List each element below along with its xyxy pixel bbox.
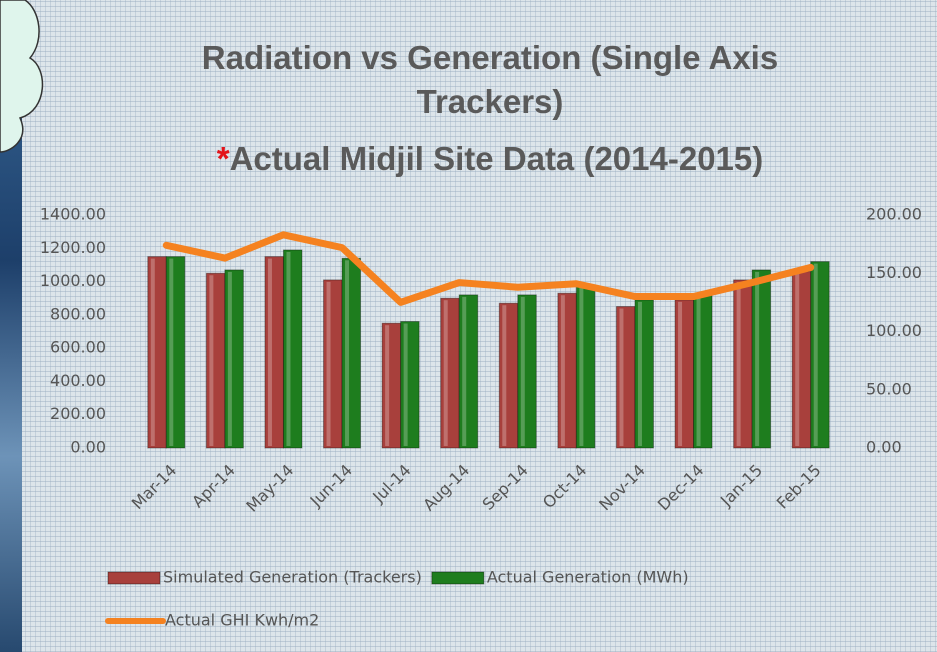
x-tick-label: Aug-14 bbox=[419, 461, 473, 515]
legend-label: Actual Generation (MWh) bbox=[487, 568, 689, 587]
bar bbox=[147, 256, 167, 449]
legend-label: Simulated Generation (Trackers) bbox=[163, 568, 422, 587]
bar-highlight bbox=[443, 300, 448, 446]
y-tick-label: 1000.00 bbox=[40, 271, 106, 290]
bar-highlight bbox=[813, 263, 818, 446]
bar bbox=[400, 321, 420, 449]
bar-highlight bbox=[286, 251, 291, 446]
chart-title: Radiation vs Generation (Single Axis Tra… bbox=[201, 39, 779, 120]
bar-highlight bbox=[462, 296, 467, 446]
legend-swatch bbox=[431, 571, 485, 585]
bar-highlight bbox=[696, 296, 701, 446]
y2-tick-label: 200.00 bbox=[866, 205, 922, 224]
y2-tick-label: 150.00 bbox=[866, 263, 922, 282]
bar-highlight bbox=[637, 301, 642, 446]
bar-highlight bbox=[520, 296, 525, 446]
bar bbox=[458, 294, 479, 449]
plot-area: 0.00 200.00 400.00 600.00 800.00 1000.00 1200.… bbox=[40, 205, 922, 630]
legend-swatch bbox=[107, 571, 161, 585]
x-tick-label: Sep-14 bbox=[479, 461, 532, 514]
bar bbox=[517, 294, 537, 449]
legend-label: Actual GHI Kwh/m2 bbox=[165, 611, 319, 630]
bar bbox=[440, 297, 460, 449]
bar bbox=[575, 284, 596, 449]
bar-highlight bbox=[755, 271, 760, 446]
y-tick-label: 800.00 bbox=[50, 304, 106, 323]
bar bbox=[557, 292, 577, 449]
bar bbox=[810, 261, 830, 449]
y-tick-label: 600.00 bbox=[50, 338, 106, 357]
bar bbox=[615, 306, 636, 449]
x-tick-label: Apr-14 bbox=[188, 461, 239, 512]
bar-highlight bbox=[560, 295, 565, 446]
bar bbox=[264, 256, 284, 449]
bar bbox=[674, 299, 695, 449]
bar-highlight bbox=[345, 260, 350, 446]
background-strip bbox=[0, 0, 22, 652]
bar bbox=[791, 271, 812, 449]
bar-highlight bbox=[326, 281, 331, 446]
y-tick-label: 1200.00 bbox=[40, 238, 106, 257]
bar bbox=[693, 294, 713, 449]
bar bbox=[751, 269, 772, 449]
bar-highlight bbox=[267, 258, 272, 446]
chart-subtitle: *Actual Midjil Site Data (2014-2015) bbox=[100, 140, 880, 178]
x-tick-label: May-14 bbox=[242, 461, 297, 516]
bar-highlight bbox=[403, 323, 408, 446]
x-tick-label: Jul-14 bbox=[368, 461, 414, 507]
bar-highlight bbox=[227, 271, 232, 446]
line-series bbox=[162, 231, 815, 306]
subtitle-marker: * bbox=[216, 140, 230, 177]
bar-highlight bbox=[678, 301, 683, 446]
bar bbox=[282, 249, 303, 449]
bar-highlight bbox=[795, 273, 800, 446]
bar-highlight bbox=[619, 308, 624, 446]
y2-tick-label: 0.00 bbox=[866, 438, 902, 457]
bar-highlight bbox=[169, 258, 174, 446]
subtitle-text: Actual Midjil Site Data (2014-2015) bbox=[229, 140, 764, 177]
x-tick-label: Dec-14 bbox=[654, 461, 708, 515]
bar-highlight bbox=[579, 286, 584, 446]
cloud-shape bbox=[0, 0, 44, 153]
y2-tick-label: 50.00 bbox=[866, 379, 912, 398]
bar bbox=[341, 257, 362, 449]
x-tick-label: Mar-14 bbox=[128, 461, 181, 514]
y-tick-label: 200.00 bbox=[50, 404, 106, 423]
x-tick-label: Nov-14 bbox=[595, 461, 649, 515]
bar bbox=[634, 299, 654, 449]
bar bbox=[498, 302, 519, 449]
bar bbox=[165, 256, 186, 449]
x-tick-label: Feb-15 bbox=[773, 461, 825, 513]
bar-highlight bbox=[209, 275, 214, 446]
bar bbox=[323, 279, 343, 449]
bar bbox=[381, 322, 402, 449]
bar-highlight bbox=[502, 305, 507, 446]
bar-highlight bbox=[385, 325, 390, 446]
y-tick-label: 1400.00 bbox=[40, 205, 106, 224]
y-tick-label: 400.00 bbox=[50, 371, 106, 390]
y-tick-label: 0.00 bbox=[70, 438, 106, 457]
bar bbox=[224, 269, 244, 449]
bar-highlight bbox=[150, 258, 155, 446]
x-tick-label: Oct-14 bbox=[539, 461, 590, 512]
x-tick-label: Jan-15 bbox=[716, 461, 766, 511]
bar bbox=[733, 279, 753, 449]
x-tick-label: Jun-14 bbox=[306, 461, 356, 511]
y2-tick-label: 100.00 bbox=[866, 321, 922, 340]
bar bbox=[205, 272, 226, 449]
bar-highlight bbox=[736, 281, 741, 446]
